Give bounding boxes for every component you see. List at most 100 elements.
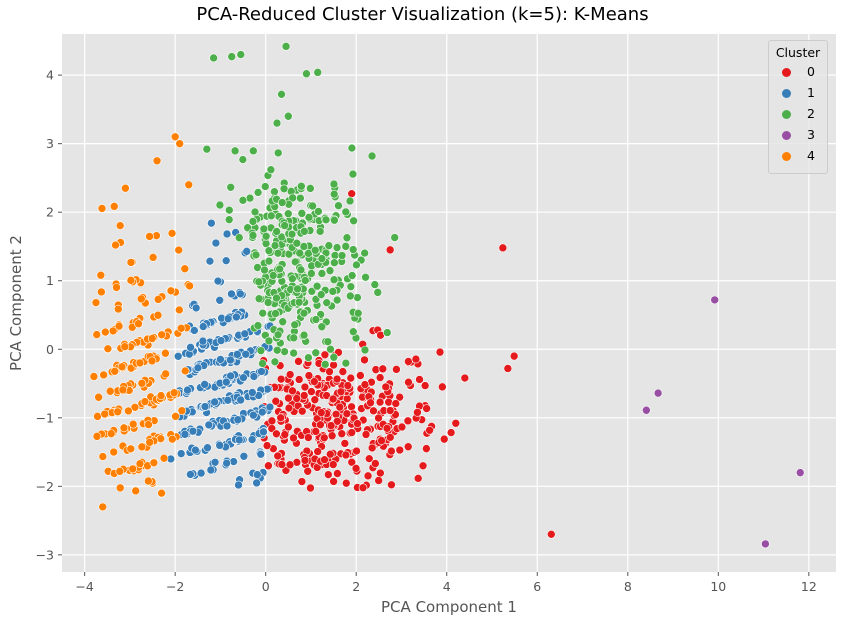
y-axis-ticks: −3 −2 −1 0 1 2 3 4	[36, 68, 62, 562]
data-point	[297, 477, 307, 486]
legend-marker-icon	[782, 131, 791, 140]
plot-area	[62, 34, 836, 572]
data-point	[311, 427, 321, 436]
y-tick-label: 2	[46, 205, 54, 220]
data-point	[222, 421, 232, 431]
data-point	[348, 327, 358, 337]
data-point	[381, 382, 391, 392]
y-tick-label: 0	[46, 342, 54, 357]
data-point	[293, 284, 302, 294]
x-tick-label: 2	[352, 579, 360, 594]
data-point	[258, 359, 267, 368]
data-point	[277, 90, 286, 99]
data-point	[249, 146, 258, 156]
data-point	[271, 396, 281, 406]
data-point	[375, 373, 385, 382]
data-point	[287, 229, 297, 239]
data-point	[460, 373, 470, 383]
data-point	[330, 215, 339, 225]
data-point	[256, 346, 266, 355]
data-point	[241, 349, 251, 359]
data-point	[224, 215, 234, 224]
data-point	[374, 413, 383, 423]
data-point	[439, 434, 449, 444]
data-point	[103, 344, 113, 354]
data-point	[316, 290, 326, 299]
data-point	[270, 241, 280, 250]
data-point	[250, 207, 260, 217]
data-point	[348, 169, 358, 179]
data-point	[328, 394, 338, 404]
data-point	[257, 407, 267, 417]
data-point	[312, 281, 322, 291]
data-point	[446, 428, 456, 437]
data-point	[259, 427, 268, 437]
data-point	[307, 287, 317, 296]
x-tick-label: 4	[443, 579, 451, 594]
data-point	[253, 321, 263, 330]
data-point	[239, 451, 249, 461]
x-axis-ticks: −4 −2 0 2 4 6 8 10 12	[75, 572, 817, 594]
data-point	[422, 404, 431, 413]
data-point	[382, 424, 392, 433]
data-point	[307, 269, 316, 278]
data-point	[322, 298, 332, 307]
data-point	[320, 350, 330, 360]
data-point	[264, 256, 274, 266]
data-point	[373, 288, 383, 297]
data-point	[128, 464, 138, 474]
data-point	[356, 371, 365, 380]
data-point	[117, 362, 127, 372]
data-point	[353, 419, 362, 428]
data-point	[264, 246, 274, 256]
data-point	[153, 310, 163, 320]
data-point	[366, 398, 375, 408]
data-point	[153, 295, 163, 304]
data-point	[332, 416, 342, 426]
data-point	[290, 320, 300, 330]
x-tick-label: 6	[533, 579, 541, 594]
data-point	[349, 216, 358, 226]
x-tick-label: 10	[710, 579, 726, 594]
data-point	[311, 315, 321, 324]
data-point	[392, 365, 401, 374]
data-point	[101, 327, 110, 337]
data-point	[317, 322, 327, 332]
data-point	[289, 333, 299, 343]
data-point	[341, 242, 351, 251]
data-point	[347, 402, 356, 412]
data-point	[110, 367, 120, 376]
data-point	[202, 144, 212, 154]
data-point	[232, 312, 241, 322]
data-point	[326, 344, 335, 354]
data-point	[294, 375, 304, 384]
data-point	[333, 469, 342, 478]
data-point	[329, 189, 339, 199]
y-tick-label: 3	[46, 136, 54, 151]
x-tick-label: −2	[166, 579, 184, 594]
data-point	[313, 68, 323, 77]
data-point	[795, 468, 805, 477]
data-point	[215, 441, 225, 450]
data-point	[323, 337, 333, 346]
data-point	[126, 258, 136, 267]
data-point	[326, 421, 336, 430]
data-point	[331, 410, 341, 419]
x-tick-label: −4	[75, 579, 93, 594]
data-point	[99, 370, 108, 380]
data-point	[329, 477, 338, 486]
data-point	[292, 394, 302, 403]
data-point	[258, 308, 268, 318]
data-point	[249, 372, 259, 381]
data-point	[89, 372, 99, 381]
data-point	[273, 248, 283, 258]
data-point	[387, 446, 396, 456]
data-point	[183, 385, 192, 395]
data-point	[334, 201, 343, 210]
data-point	[306, 483, 315, 493]
data-point	[227, 52, 237, 61]
data-point	[403, 442, 413, 452]
data-point	[411, 354, 421, 364]
data-point	[363, 471, 373, 481]
data-point	[176, 323, 186, 333]
